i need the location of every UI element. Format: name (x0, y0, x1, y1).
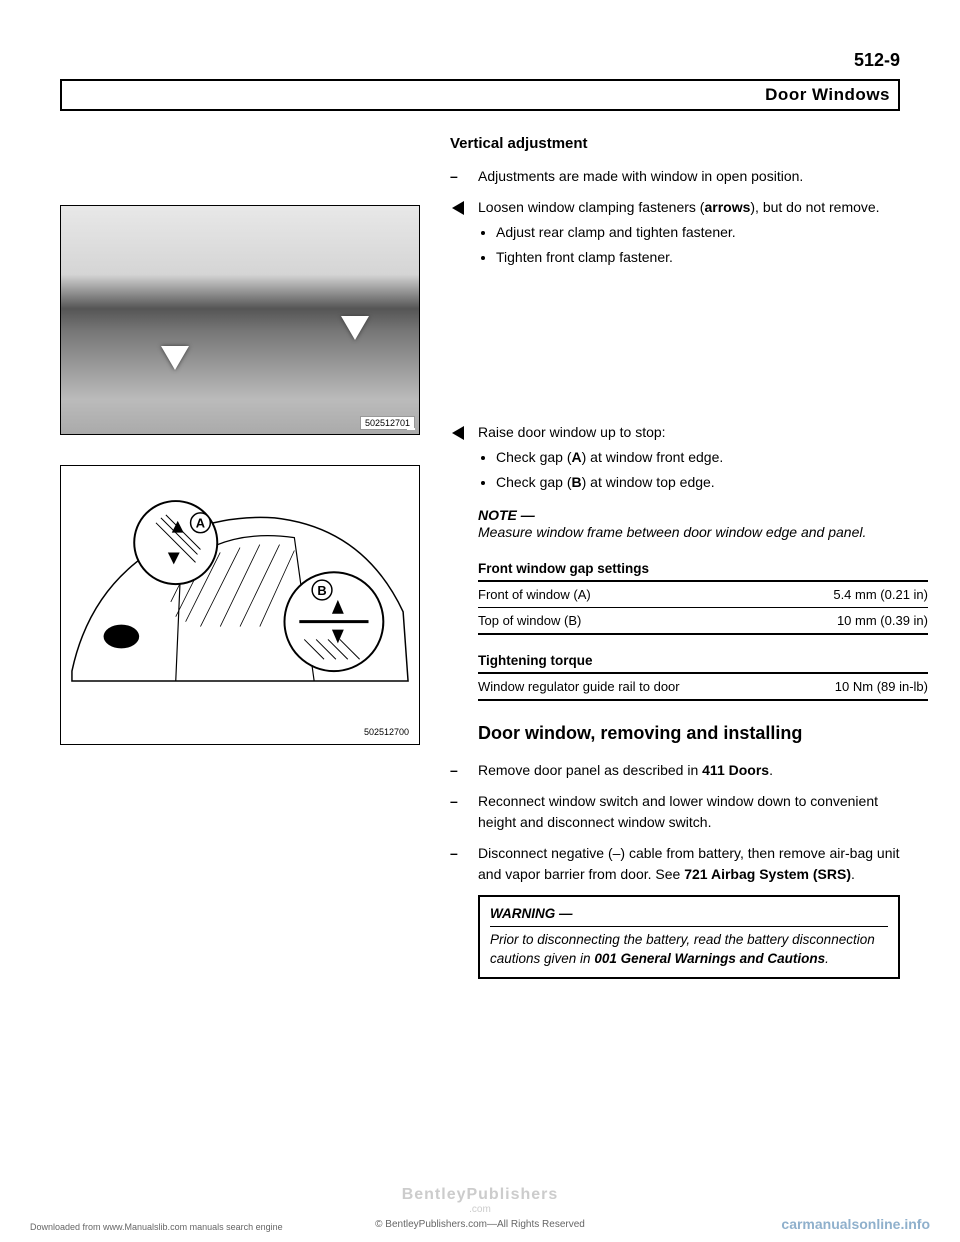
torque-table: Tightening torque Window regulator guide… (478, 649, 928, 701)
dash-marker: – (450, 760, 466, 781)
dash-marker: – (450, 166, 466, 187)
bullet-list: Check gap (A) at window front edge. Chec… (496, 447, 723, 493)
callout-b-label: B (317, 583, 326, 598)
figure-column: 502512701 (60, 135, 420, 979)
triangle-marker-icon (450, 422, 466, 497)
callout-a-label: A (196, 516, 205, 531)
step-item: Raise door window up to stop: Check gap … (450, 422, 900, 497)
footer-right: carmanualsonline.info (781, 1216, 930, 1232)
step-item: – Reconnect window switch and lower wind… (450, 791, 900, 833)
warning-box: WARNING — Prior to disconnecting the bat… (478, 895, 900, 980)
step-text: Remove door panel as described in 411 Do… (478, 760, 773, 781)
bullet-item: Check gap (B) at window top edge. (496, 472, 723, 493)
step-text: Adjustments are made with window in open… (478, 166, 803, 187)
step-body: Raise door window up to stop: Check gap … (478, 422, 723, 497)
table-cell-label: Window regulator guide rail to door (478, 679, 680, 694)
table-row: Window regulator guide rail to door 10 N… (478, 674, 928, 701)
triangle-marker-icon (450, 197, 466, 272)
table-title: Tightening torque (478, 649, 928, 674)
step-item: – Remove door panel as described in 411 … (450, 760, 900, 781)
gap-settings-table: Front window gap settings Front of windo… (478, 557, 928, 635)
table-title: Front window gap settings (478, 557, 928, 582)
table-cell-label: Front of window (A) (478, 587, 591, 602)
bold-term: arrows (704, 199, 750, 215)
title-bar: Door Windows (60, 79, 900, 111)
subheading: Door window, removing and installing (478, 723, 900, 744)
bullet-list: Adjust rear clamp and tighten fastener. … (496, 222, 880, 268)
warning-body: Prior to disconnecting the battery, read… (490, 932, 875, 966)
note-block: NOTE — Measure window frame between door… (478, 507, 900, 543)
car-line-drawing: A B (67, 472, 413, 712)
figure-window-gap-diagram: A B 502512700 (60, 465, 420, 745)
table-cell-value: 5.4 mm (0.21 in) (833, 587, 928, 602)
step-text: Disconnect negative (–) cable from batte… (478, 843, 900, 885)
figure-label: 502512701 (360, 416, 415, 430)
section-heading: Vertical adjustment (450, 135, 900, 152)
table-cell-value: 10 mm (0.39 in) (837, 613, 928, 628)
step-item: – Adjustments are made with window in op… (450, 166, 900, 187)
dash-marker: – (450, 791, 466, 833)
note-text: Measure window frame between door window… (478, 523, 900, 543)
step-text: ), but do not remove. (750, 199, 879, 215)
bullet-item: Check gap (A) at window front edge. (496, 447, 723, 468)
table-cell-label: Top of window (B) (478, 613, 581, 628)
table-cell-value: 10 Nm (89 in-lb) (835, 679, 928, 694)
warning-title: WARNING — (490, 905, 888, 928)
publisher-watermark-sub: .com (0, 1204, 960, 1215)
step-item: – Disconnect negative (–) cable from bat… (450, 843, 900, 885)
note-label: NOTE — (478, 507, 900, 523)
publisher-watermark: BentleyPublishers (0, 1186, 960, 1204)
step-item: Loosen window clamping fasteners (arrows… (450, 197, 900, 272)
text-column: Vertical adjustment – Adjustments are ma… (440, 135, 900, 979)
table-row: Front of window (A) 5.4 mm (0.21 in) (478, 582, 928, 608)
page-number: 512-9 (60, 50, 900, 71)
figure-door-interior-photo: 502512701 (60, 205, 420, 435)
bullet-item: Adjust rear clamp and tighten fastener. (496, 222, 880, 243)
dash-marker: – (450, 843, 466, 885)
arrow-icon (161, 346, 189, 370)
step-text: Reconnect window switch and lower window… (478, 791, 900, 833)
table-row: Top of window (B) 10 mm (0.39 in) (478, 608, 928, 635)
arrow-icon (341, 316, 369, 340)
step-body: Loosen window clamping fasteners (arrows… (478, 197, 880, 272)
footer-left: Downloaded from www.Manualslib.com manua… (30, 1222, 283, 1232)
figure-label: 502512700 (360, 726, 413, 738)
step-text: Loosen window clamping fasteners ( (478, 199, 704, 215)
bullet-item: Tighten front clamp fastener. (496, 247, 880, 268)
content-area: 502512701 (60, 135, 900, 979)
step-text: Raise door window up to stop: (478, 424, 666, 440)
